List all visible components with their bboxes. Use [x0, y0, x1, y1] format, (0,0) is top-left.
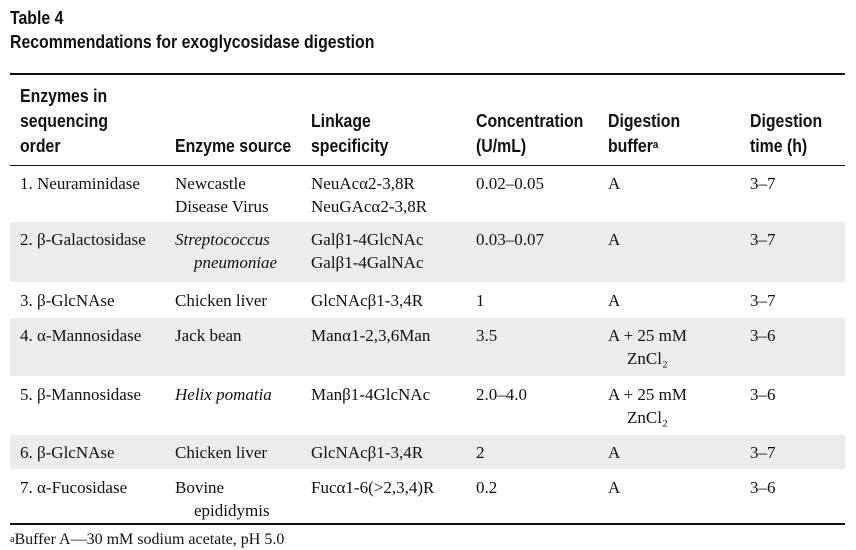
header-time-line: time (h)	[750, 136, 808, 156]
cell-enzyme: 7. α-Fucosidase	[20, 478, 128, 497]
cell-enzyme: 3. β-GlcNAse	[20, 291, 115, 310]
cell-buffer-line: A + 25 mM	[608, 326, 688, 345]
header-concentration-line: (U/mL)	[476, 136, 527, 156]
cell-enzyme: 5. β-Mannosidase	[20, 385, 142, 404]
cell-source-line: Disease Virus	[175, 197, 269, 216]
cell-concentration: 0.2	[476, 478, 498, 497]
cell-source: Chicken liver	[175, 443, 268, 462]
bottom-rule	[10, 523, 845, 525]
header-buffer-line: Digestion	[608, 111, 681, 131]
cell-time: 3–7	[750, 443, 776, 462]
cell-buffer: A	[608, 174, 621, 193]
cell-buffer-line: ZnCl₂	[627, 408, 668, 427]
table-caption: Recommendations for exoglycosidase diges…	[10, 32, 375, 52]
footnote-text: Buffer A—30 mM sodium acetate, pH 5.0	[14, 531, 285, 548]
cell-source: Chicken liver	[175, 291, 268, 310]
cell-concentration: 0.02–0.05	[476, 174, 544, 193]
table-row: 5. β-Mannosidase Helix pomatia Manβ1-4Gl…	[10, 377, 845, 434]
cell-linkage-line: Galβ1-4GalNAc	[311, 253, 424, 272]
cell-source: Newcastle Disease Virus	[175, 172, 269, 218]
cell-linkage-line: Galβ1-4GlcNAc	[311, 230, 424, 249]
cell-linkage: Manα1-2,3,6Man	[311, 326, 431, 345]
cell-concentration: 2.0–4.0	[476, 385, 527, 404]
table-row: 4. α-Mannosidase Jack bean Manα1-2,3,6Ma…	[10, 318, 845, 376]
cell-enzyme: 1. Neuraminidase	[20, 174, 140, 193]
cell-source: Jack bean	[175, 326, 242, 345]
header-buffer: Digestion buffera	[608, 109, 680, 159]
cell-time: 3–6	[750, 385, 776, 404]
cell-buffer: A + 25 mM ZnCl₂	[608, 324, 687, 370]
top-rule	[10, 73, 845, 75]
header-source: Enzyme source	[175, 134, 291, 159]
footnote-marker: a	[652, 139, 659, 151]
cell-source: Streptococcus pneumoniae	[175, 228, 277, 274]
cell-linkage-line: NeuAcα2-3,8R	[311, 174, 415, 193]
header-time: Digestion time (h)	[750, 109, 822, 159]
cell-enzyme: 4. α-Mannosidase	[20, 326, 142, 345]
cell-concentration: 3.5	[476, 326, 498, 345]
cell-source-line: pneumoniae	[194, 253, 278, 272]
cell-buffer: A	[608, 291, 621, 310]
cell-enzyme: 2. β-Galactosidase	[20, 230, 146, 249]
cell-buffer: A	[608, 230, 621, 249]
cell-concentration: 0.03–0.07	[476, 230, 544, 249]
table-row: 7. α-Fucosidase Bovine epididymis Fucα1-…	[10, 470, 845, 523]
cell-time: 3–7	[750, 174, 776, 193]
cell-linkage: Fucα1-6(>2,3,4)R	[311, 478, 435, 497]
header-linkage: Linkage specificity	[311, 109, 388, 159]
table-footnote: aBuffer A—30 mM sodium acetate, pH 5.0	[10, 530, 284, 550]
header-buffer-line: buffera	[608, 134, 680, 159]
header-enzyme-line: sequencing	[20, 111, 109, 131]
cell-source-line: Bovine	[175, 478, 225, 497]
table-row: 6. β-GlcNAse Chicken liver GlcNAcβ1-3,4R…	[10, 435, 845, 469]
cell-source: Bovine epididymis	[175, 476, 270, 522]
cell-linkage: GlcNAcβ1-3,4R	[311, 291, 424, 310]
cell-time: 3–7	[750, 291, 776, 310]
cell-buffer: A	[608, 443, 621, 462]
header-source-line: Enzyme source	[175, 136, 292, 156]
header-concentration: Concentration (U/mL)	[476, 109, 583, 159]
table-row: 1. Neuraminidase Newcastle Disease Virus…	[10, 166, 845, 221]
table-label: Table 4	[10, 8, 64, 28]
cell-time: 3–6	[750, 326, 776, 345]
cell-linkage: Galβ1-4GlcNAc Galβ1-4GalNAc	[311, 228, 424, 274]
footnote-marker: a	[10, 534, 15, 545]
cell-concentration: 2	[476, 443, 485, 462]
header-enzyme-line: Enzymes in	[20, 86, 108, 106]
cell-buffer-line: A + 25 mM	[608, 385, 688, 404]
header-rule	[10, 165, 845, 166]
cell-time: 3–7	[750, 230, 776, 249]
cell-buffer: A + 25 mM ZnCl₂	[608, 383, 687, 429]
header-enzyme-line: order	[20, 136, 61, 156]
cell-linkage: GlcNAcβ1-3,4R	[311, 443, 424, 462]
cell-source-line: epididymis	[194, 501, 270, 520]
table-title-block: Table 4 Recommendations for exoglycosida…	[10, 6, 424, 54]
header-linkage-line: specificity	[311, 136, 389, 156]
header-buffer-text: buffer	[608, 136, 653, 156]
table-row: 2. β-Galactosidase Streptococcus pneumon…	[10, 222, 845, 282]
cell-time: 3–6	[750, 478, 776, 497]
cell-linkage: NeuAcα2-3,8R NeuGAcα2-3,8R	[311, 172, 427, 218]
cell-buffer-line: ZnCl₂	[627, 349, 668, 368]
cell-linkage: Manβ1-4GlcNAc	[311, 385, 431, 404]
cell-source-line: Newcastle	[175, 174, 246, 193]
cell-source: Helix pomatia	[175, 385, 272, 404]
cell-source-line: Streptococcus	[175, 230, 270, 249]
header-enzyme: Enzymes in sequencing order	[20, 84, 108, 159]
header-time-line: Digestion	[750, 111, 823, 131]
cell-linkage-line: NeuGAcα2-3,8R	[311, 197, 428, 216]
header-concentration-line: Concentration	[476, 111, 584, 131]
cell-concentration: 1	[476, 291, 485, 310]
table-row: 3. β-GlcNAse Chicken liver GlcNAcβ1-3,4R…	[10, 283, 845, 317]
cell-enzyme: 6. β-GlcNAse	[20, 443, 115, 462]
cell-buffer: A	[608, 478, 621, 497]
header-linkage-line: Linkage	[311, 111, 371, 131]
